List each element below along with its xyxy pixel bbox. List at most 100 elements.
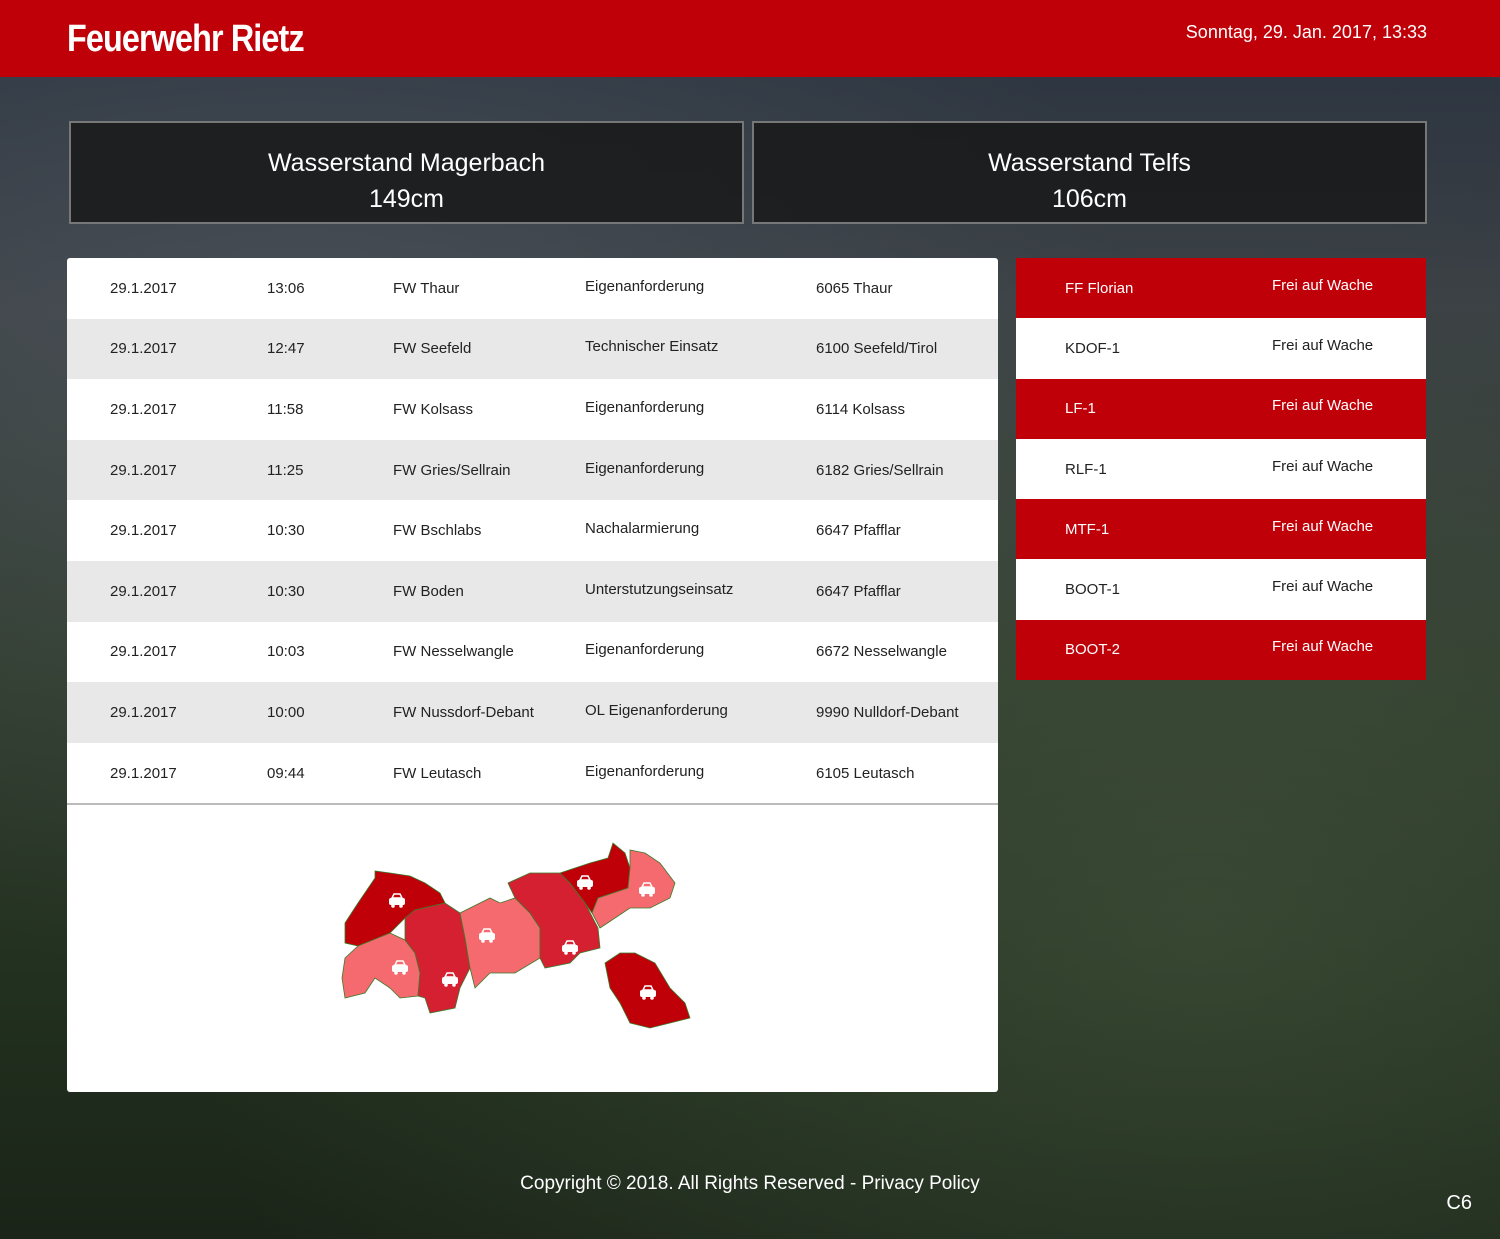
unit-status: Frei auf Wache	[1272, 397, 1374, 415]
incident-row: 29.1.2017 11:58 FW Kolsass Eigenanforderung…	[67, 379, 998, 440]
car-icon	[562, 940, 578, 956]
incidents-table: 29.1.2017 13:06 FW Thaur Eigenanforderung 60…	[67, 258, 998, 806]
water-level-magerbach: Wasserstand Magerbach 149cm	[69, 121, 744, 224]
incident-location: 6100 Seefeld/Tirol	[816, 340, 938, 358]
incident-date: 29.1.2017	[110, 340, 177, 358]
incident-date: 29.1.2017	[110, 279, 177, 297]
unit-name: RLF-1	[1065, 460, 1107, 478]
incident-location: 6647 Pfafflar	[816, 582, 901, 600]
incident-row: 29.1.2017 10:00 FW Nussdorf-Debant OL Eigen…	[67, 682, 998, 743]
incident-type: Nachalarmierung	[585, 520, 700, 538]
unit-row: KDOF-1 Frei auf Wache	[1016, 318, 1426, 379]
car-icon	[577, 875, 593, 891]
incident-station: FW Leutasch	[393, 764, 482, 782]
car-icon	[640, 985, 656, 1001]
incident-date: 29.1.2017	[110, 764, 177, 782]
water-level-label: Wasserstand Telfs	[988, 149, 1191, 177]
units-panel: FF Florian Frei auf Wache KDOF-1 Frei auf W…	[1016, 258, 1426, 681]
incident-time: 13:06	[267, 279, 305, 297]
incident-row: 29.1.2017 10:30 FW Boden Unterstutzungseins…	[67, 560, 998, 622]
incident-station: FW Boden	[393, 582, 464, 600]
unit-status: Frei auf Wache	[1272, 517, 1374, 535]
incident-date: 29.1.2017	[110, 643, 177, 661]
incident-type: Eigenanforderung	[585, 459, 705, 477]
unit-status: Frei auf Wache	[1272, 457, 1374, 475]
header-bar: Feuerwehr Rietz Sonntag, 29. Jan. 2017, …	[0, 0, 1500, 77]
incident-type: OL Eigenanforderung	[585, 701, 728, 719]
incident-station: FW Gries/Sellrain	[393, 461, 511, 479]
incidents-panel: 29.1.2017 13:06 FW Thaur Eigenanforderung 60…	[67, 258, 998, 1092]
district-map	[341, 842, 691, 1029]
incident-type: Eigenanforderung	[585, 641, 705, 659]
car-icon	[479, 928, 495, 944]
car-icon	[389, 893, 405, 909]
incident-row: 29.1.2017 10:30 FW Bschlabs Nachalarmierung…	[67, 500, 998, 561]
incident-type: Eigenanforderung	[585, 398, 705, 416]
site-title: Feuerwehr Rietz	[67, 18, 305, 60]
incident-location: 6105 Leutasch	[816, 764, 915, 782]
footer: Copyright © 2018. All Rights Reserved - …	[0, 1173, 1500, 1195]
incident-time: 10:30	[267, 522, 305, 540]
unit-row: FF Florian Frei auf Wache	[1016, 258, 1426, 319]
incident-time: 10:03	[267, 643, 305, 661]
incident-row: 29.1.2017 10:03 FW Nesselwangle Eigenanford…	[67, 622, 998, 683]
incident-time: 12:47	[267, 340, 305, 358]
incident-location: 9990 Nulldorf-Debant	[816, 703, 959, 721]
incident-time: 11:58	[267, 400, 304, 418]
incident-location: 6114 Kolsass	[816, 400, 905, 418]
incident-row: 29.1.2017 09:44 FW Leutasch Eigenanforderun…	[67, 743, 998, 804]
incident-station: FW Thaur	[393, 279, 460, 297]
incident-station: FW Bschlabs	[393, 522, 482, 540]
incident-type: Eigenanforderung	[585, 762, 705, 780]
screen-code: C6	[1446, 1192, 1472, 1214]
incident-location: 6647 Pfafflar	[816, 522, 901, 540]
unit-row: RLF-1 Frei auf Wache	[1016, 438, 1426, 500]
incident-date: 29.1.2017	[110, 582, 177, 600]
incident-row: 29.1.2017 13:06 FW Thaur Eigenanforderung 60…	[67, 258, 998, 319]
map-region[interactable]	[507, 872, 601, 969]
unit-row: BOOT-1 Frei auf Wache	[1016, 559, 1426, 620]
incident-station: FW Nesselwangle	[393, 643, 514, 661]
incident-date: 29.1.2017	[110, 522, 177, 540]
incident-type: Unterstutzungseinsatz	[585, 580, 734, 598]
water-level-label: Wasserstand Magerbach	[268, 149, 545, 177]
incident-time: 11:25	[267, 461, 304, 479]
incident-time: 09:44	[267, 764, 305, 782]
car-icon	[639, 882, 655, 898]
unit-name: LF-1	[1065, 400, 1096, 418]
incident-date: 29.1.2017	[110, 400, 177, 418]
unit-status: Frei auf Wache	[1272, 578, 1374, 596]
unit-name: KDOF-1	[1065, 339, 1121, 357]
unit-name: BOOT-2	[1065, 641, 1121, 659]
incident-row: 29.1.2017 12:47 FW Seefeld Technischer Eins…	[67, 318, 998, 380]
incident-station: FW Seefeld	[393, 340, 472, 358]
incident-time: 10:00	[267, 703, 305, 721]
car-icon	[442, 972, 458, 988]
privacy-policy-link[interactable]: Privacy Policy	[861, 1173, 980, 1194]
incident-station: FW Kolsass	[393, 400, 474, 418]
copyright: Copyright © 2018. All Rights Reserved -	[520, 1173, 862, 1194]
unit-row: MTF-1 Frei auf Wache	[1016, 499, 1426, 560]
unit-row: BOOT-2 Frei auf Wache	[1016, 619, 1426, 681]
incident-time: 10:30	[267, 582, 305, 600]
water-level-value: 149cm	[368, 185, 445, 213]
car-icon	[392, 960, 408, 976]
incident-type: Eigenanforderung	[585, 277, 705, 295]
incident-location: 6065 Thaur	[816, 279, 893, 297]
map-region[interactable]	[341, 932, 421, 999]
map-region[interactable]	[591, 849, 676, 929]
unit-status: Frei auf Wache	[1272, 638, 1374, 656]
datetime: Sonntag, 29. Jan. 2017, 13:33	[1185, 22, 1427, 42]
incident-row: 29.1.2017 11:25 FW Gries/Sellrain Eigenanfo…	[67, 439, 998, 501]
unit-name: FF Florian	[1065, 279, 1134, 297]
water-level-telfs: Wasserstand Telfs 106cm	[752, 121, 1427, 224]
unit-row: LF-1 Frei auf Wache	[1016, 378, 1426, 439]
incident-date: 29.1.2017	[110, 461, 177, 479]
water-level-value: 106cm	[1051, 185, 1128, 213]
unit-name: BOOT-1	[1065, 581, 1121, 599]
unit-status: Frei auf Wache	[1272, 336, 1374, 354]
unit-name: MTF-1	[1065, 520, 1110, 538]
incident-date: 29.1.2017	[110, 703, 177, 721]
unit-status: Frei auf Wache	[1272, 276, 1374, 294]
incident-location: 6672 Nesselwangle	[816, 643, 947, 661]
